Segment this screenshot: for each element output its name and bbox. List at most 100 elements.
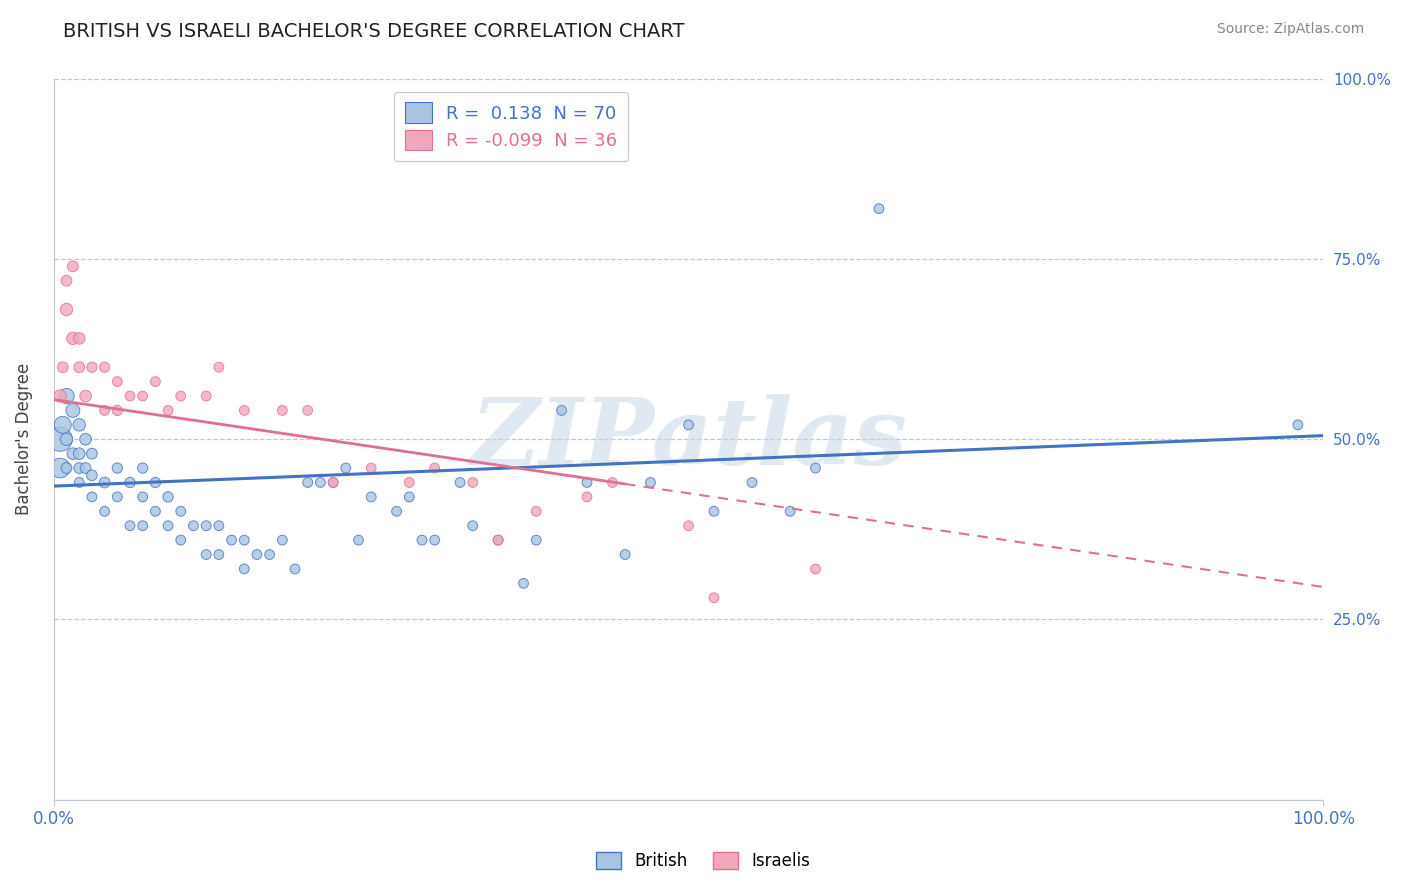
Legend: British, Israelis: British, Israelis [589, 845, 817, 877]
Point [271, 533, 294, 548]
Point [183, 518, 205, 533]
Point [575, 490, 598, 504]
Point [486, 533, 509, 548]
Point [195, 548, 218, 562]
Point [703, 591, 725, 605]
Point [105, 375, 128, 389]
Text: BRITISH VS ISRAELI BACHELOR'S DEGREE CORRELATION CHART: BRITISH VS ISRAELI BACHELOR'S DEGREE COR… [63, 22, 685, 41]
Point [145, 475, 167, 490]
Text: Source: ZipAtlas.com: Source: ZipAtlas.com [1216, 22, 1364, 37]
Point [221, 533, 243, 548]
Point [145, 375, 167, 389]
Point [118, 389, 141, 403]
Point [411, 533, 433, 548]
Point [49, 389, 72, 403]
Point [75, 389, 97, 403]
Point [703, 504, 725, 518]
Point [131, 389, 153, 403]
Point [105, 403, 128, 417]
Point [55, 432, 77, 446]
Point [678, 518, 700, 533]
Point [233, 562, 256, 576]
Point [170, 389, 193, 403]
Point [575, 475, 598, 490]
Point [55, 274, 77, 288]
Point [93, 360, 115, 375]
Point [1286, 417, 1309, 432]
Point [52, 360, 75, 375]
Point [550, 403, 572, 417]
Point [93, 403, 115, 417]
Point [347, 533, 370, 548]
Point [67, 417, 90, 432]
Point [398, 490, 420, 504]
Point [62, 331, 84, 345]
Point [62, 260, 84, 274]
Point [385, 504, 408, 518]
Point [131, 518, 153, 533]
Point [75, 461, 97, 475]
Point [297, 403, 319, 417]
Point [779, 504, 801, 518]
Point [322, 475, 344, 490]
Point [145, 504, 167, 518]
Point [640, 475, 662, 490]
Point [118, 475, 141, 490]
Point [195, 389, 218, 403]
Point [524, 533, 547, 548]
Point [246, 548, 269, 562]
Point [131, 490, 153, 504]
Point [55, 461, 77, 475]
Point [804, 562, 827, 576]
Point [55, 389, 77, 403]
Point [741, 475, 763, 490]
Point [284, 562, 307, 576]
Point [52, 417, 75, 432]
Point [67, 331, 90, 345]
Point [461, 518, 484, 533]
Y-axis label: Bachelor's Degree: Bachelor's Degree [15, 363, 32, 516]
Point [524, 504, 547, 518]
Point [259, 548, 281, 562]
Point [449, 475, 471, 490]
Point [93, 504, 115, 518]
Point [105, 490, 128, 504]
Point [297, 475, 319, 490]
Point [118, 518, 141, 533]
Point [80, 490, 103, 504]
Point [360, 490, 382, 504]
Point [55, 302, 77, 317]
Point [157, 518, 180, 533]
Point [423, 533, 446, 548]
Point [804, 461, 827, 475]
Point [80, 468, 103, 483]
Point [233, 533, 256, 548]
Point [80, 447, 103, 461]
Point [67, 475, 90, 490]
Point [678, 417, 700, 432]
Point [75, 432, 97, 446]
Point [62, 447, 84, 461]
Point [360, 461, 382, 475]
Point [512, 576, 534, 591]
Point [271, 403, 294, 417]
Point [93, 475, 115, 490]
Point [157, 403, 180, 417]
Point [602, 475, 624, 490]
Point [398, 475, 420, 490]
Point [67, 461, 90, 475]
Point [208, 548, 231, 562]
Point [62, 403, 84, 417]
Point [195, 518, 218, 533]
Point [49, 432, 72, 446]
Text: ZIPatlas: ZIPatlas [470, 394, 907, 484]
Point [322, 475, 344, 490]
Point [105, 461, 128, 475]
Point [614, 548, 637, 562]
Point [233, 403, 256, 417]
Point [423, 461, 446, 475]
Point [49, 461, 72, 475]
Point [486, 533, 509, 548]
Point [309, 475, 332, 490]
Point [67, 360, 90, 375]
